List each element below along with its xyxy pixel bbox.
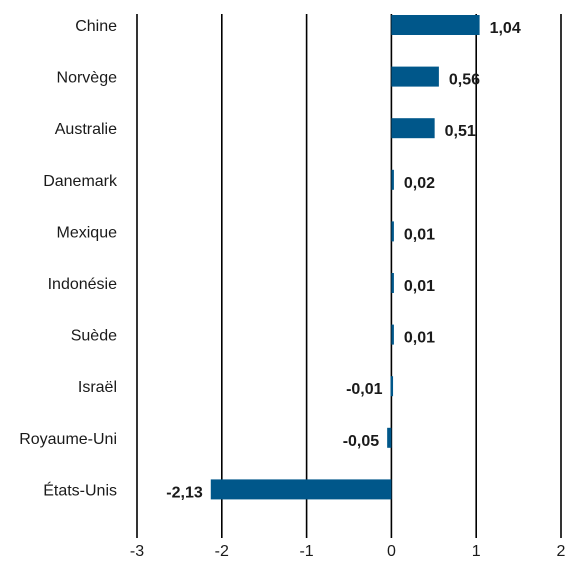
- data-label: 0,01: [404, 330, 435, 347]
- data-label: 0,01: [404, 226, 435, 243]
- gridlines: [136, 14, 562, 538]
- category-label: Suède: [71, 328, 117, 345]
- category-labels: Chine Norvège Australie Danemark Mexique Indo…: [19, 18, 118, 499]
- x-tick-label: -3: [130, 543, 144, 560]
- data-label: -0,01: [346, 381, 383, 398]
- category-label: Chine: [75, 18, 117, 35]
- data-label: 1,04: [490, 20, 521, 37]
- bar: [387, 427, 392, 448]
- x-tick-label: 1: [472, 543, 481, 560]
- category-label: Indonésie: [48, 276, 117, 293]
- x-tick-label: -2: [215, 543, 229, 560]
- bars: [210, 15, 480, 500]
- bar: [391, 324, 394, 345]
- data-label: 0,01: [404, 278, 435, 295]
- category-label: Mexique: [57, 224, 118, 241]
- category-label: Australie: [55, 121, 117, 138]
- x-tick-label: 2: [557, 543, 566, 560]
- bar: [391, 118, 435, 139]
- category-label: Danemark: [43, 173, 118, 190]
- category-label: Israël: [78, 379, 117, 396]
- data-label: 0,02: [404, 175, 435, 192]
- bar: [391, 15, 480, 35]
- category-label: États-Unis: [43, 480, 117, 499]
- x-axis-tick-labels: -3 -2 -1 0 1 2: [130, 543, 566, 560]
- x-tick-label: 0: [387, 543, 396, 560]
- category-label: Royaume-Uni: [19, 431, 117, 448]
- bar: [210, 479, 392, 500]
- bar: [391, 221, 394, 242]
- data-labels: 1,04 0,56 0,51 0,02 0,01 0,01 0,01 -0,01 -0,05 -2…: [166, 20, 521, 501]
- category-label: Norvège: [57, 70, 118, 87]
- bar: [391, 273, 394, 293]
- data-label: -2,13: [166, 484, 203, 501]
- x-tick-label: -1: [299, 543, 313, 560]
- bar: [390, 376, 394, 397]
- data-label: -0,05: [343, 433, 380, 450]
- bar: [391, 169, 394, 190]
- bar: [391, 66, 439, 87]
- data-label: 0,51: [445, 123, 476, 140]
- data-label: 0,56: [449, 72, 480, 89]
